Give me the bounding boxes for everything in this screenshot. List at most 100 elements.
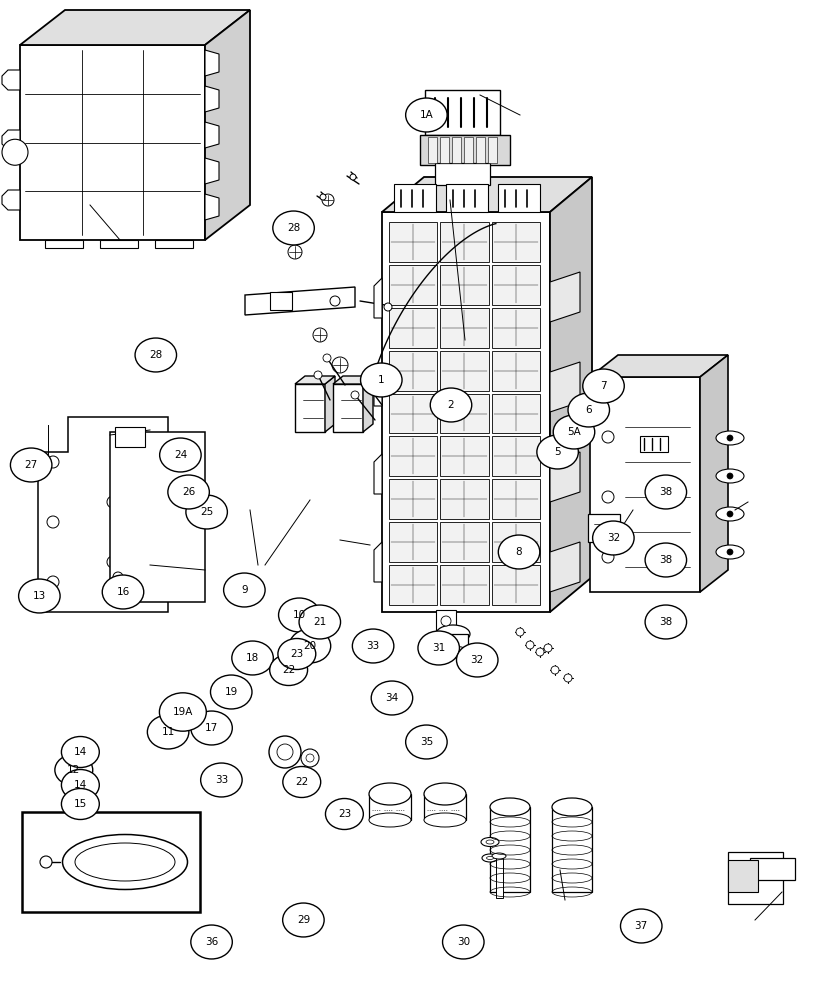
Polygon shape [333,376,373,384]
Text: 23: 23 [290,649,303,659]
Polygon shape [333,384,363,432]
Bar [440,308,488,348]
Circle shape [543,644,551,652]
Bar [727,852,782,904]
Polygon shape [205,122,219,148]
Circle shape [726,549,732,555]
Bar [388,308,437,348]
Text: 6: 6 [585,405,591,415]
Bar [424,90,500,135]
Bar [388,394,437,433]
Text: 23: 23 [337,809,351,819]
Polygon shape [205,50,219,76]
Ellipse shape [186,495,227,529]
Bar [434,163,490,185]
Ellipse shape [456,643,497,677]
Circle shape [322,194,333,206]
Bar [155,240,192,248]
Polygon shape [699,355,727,592]
Circle shape [601,431,613,443]
Circle shape [536,648,543,656]
Circle shape [350,174,355,180]
Polygon shape [295,376,335,384]
Circle shape [147,587,158,597]
Circle shape [383,303,391,311]
Ellipse shape [645,543,686,577]
Ellipse shape [715,545,743,559]
Bar [440,436,488,476]
Ellipse shape [75,843,174,881]
Polygon shape [373,278,382,318]
Ellipse shape [61,789,99,819]
Bar [490,807,529,892]
Ellipse shape [430,388,471,422]
Polygon shape [363,376,373,432]
Text: 7: 7 [600,381,606,391]
Bar [440,222,488,262]
Polygon shape [245,287,355,315]
Ellipse shape [371,681,412,715]
Circle shape [301,749,319,767]
Circle shape [550,666,559,674]
Circle shape [525,641,533,649]
Bar [388,351,437,391]
Text: 10: 10 [292,610,305,620]
Ellipse shape [360,363,401,397]
Ellipse shape [11,448,52,482]
Text: 35: 35 [419,737,432,747]
Ellipse shape [553,415,594,449]
Bar [491,394,540,433]
Circle shape [329,296,340,306]
Bar [100,240,138,248]
Bar [388,479,437,519]
Ellipse shape [278,639,315,669]
Text: 14: 14 [74,780,87,790]
Ellipse shape [352,629,393,663]
Ellipse shape [423,783,465,805]
Text: 16: 16 [116,587,129,597]
Circle shape [287,245,301,259]
Circle shape [319,194,326,200]
Text: 30: 30 [456,937,469,947]
Text: 32: 32 [470,655,483,665]
Ellipse shape [224,573,265,607]
Bar [495,856,502,898]
Circle shape [47,576,59,588]
Ellipse shape [283,903,324,937]
Polygon shape [373,454,382,494]
Ellipse shape [551,798,591,816]
Circle shape [40,856,52,868]
Circle shape [726,473,732,479]
Bar [440,265,488,305]
Ellipse shape [232,641,273,675]
Text: 21: 21 [313,617,326,627]
Bar [440,351,488,391]
Polygon shape [590,355,727,377]
Ellipse shape [61,770,99,800]
Ellipse shape [325,799,363,829]
Bar [45,240,83,248]
Ellipse shape [55,755,93,785]
Circle shape [323,354,331,362]
Polygon shape [550,542,579,592]
Circle shape [313,328,327,342]
Polygon shape [38,417,168,612]
Circle shape [563,674,572,682]
Bar [423,794,465,820]
Ellipse shape [405,98,446,132]
Text: 26: 26 [182,487,195,497]
Polygon shape [550,177,591,612]
Circle shape [113,572,123,582]
Ellipse shape [135,338,176,372]
Polygon shape [205,10,250,240]
Circle shape [351,391,359,399]
Text: 33: 33 [215,775,228,785]
Bar [419,135,509,165]
Text: 24: 24 [174,450,187,460]
Polygon shape [20,10,250,45]
Text: 38: 38 [658,555,672,565]
Ellipse shape [62,834,188,890]
Bar [388,522,437,562]
Polygon shape [205,158,219,184]
Bar [388,565,437,605]
